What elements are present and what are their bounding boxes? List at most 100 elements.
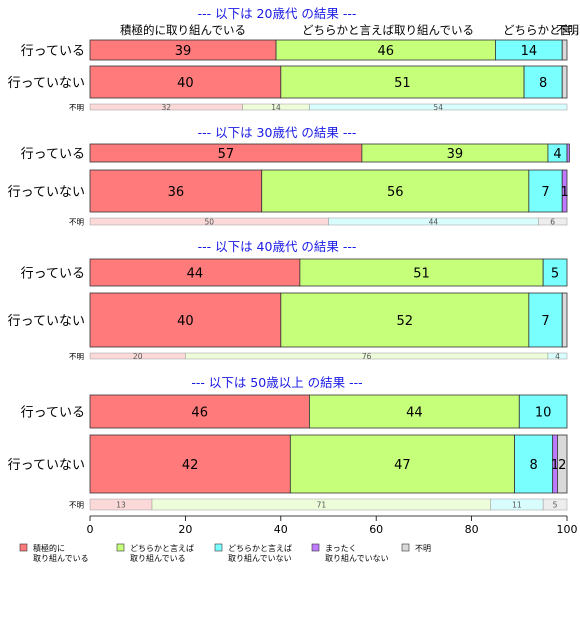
bar-segment — [561, 292, 568, 348]
data-label: 13 — [116, 500, 126, 509]
bar-segment — [309, 103, 568, 111]
data-label: 51 — [413, 267, 430, 282]
data-label: 44 — [187, 267, 204, 282]
data-label: 42 — [182, 458, 199, 473]
bar-segment — [538, 217, 568, 226]
data-label: 46 — [377, 44, 394, 59]
bar-segment — [561, 39, 568, 61]
data-label: 14 — [271, 103, 281, 112]
row-label: 行っていない — [8, 185, 85, 200]
panel-title: --- 以下は 30歳代 の結果 --- — [198, 125, 357, 140]
row-label: 行っていない — [8, 458, 85, 473]
legend-label: どちらかと言えば — [228, 543, 292, 553]
header-label: 不明... — [556, 23, 580, 37]
x-tick-label: 100 — [557, 523, 578, 536]
bar-segment — [89, 292, 282, 348]
row-label: 行っている — [21, 267, 85, 282]
data-label: 6 — [550, 217, 555, 226]
x-tick-label: 0 — [87, 523, 94, 536]
bar-segment — [89, 434, 291, 494]
panel-title: --- 以下は 20歳代 の結果 --- — [198, 6, 357, 21]
data-label: 1 — [551, 458, 559, 473]
data-label: 5 — [551, 267, 559, 282]
bar-segment — [514, 434, 554, 494]
data-label: 8 — [539, 76, 547, 91]
data-label: 20 — [133, 352, 143, 361]
bar-segment — [542, 258, 568, 287]
row-label: 行っている — [21, 147, 85, 162]
row-label: 不明 — [69, 218, 84, 227]
legend-label: 積極的に — [33, 543, 65, 553]
data-label: 44 — [406, 406, 423, 421]
bar-segment — [89, 65, 282, 99]
header-label: 積極的に取り組んでいる — [120, 23, 246, 37]
data-label: 57 — [218, 147, 235, 162]
data-label: 47 — [394, 458, 411, 473]
data-label: 50 — [204, 217, 214, 226]
panel-title: --- 以下は 50歳以上 の結果 --- — [191, 375, 362, 390]
row-label: 行っていない — [8, 314, 85, 329]
row-label: 行っていない — [8, 76, 85, 91]
legend-swatch — [214, 543, 223, 552]
legend-label: 取り組んでいる — [33, 553, 89, 563]
row-label: 行っている — [21, 406, 85, 421]
bar-segment — [89, 394, 310, 429]
bar-segment — [561, 169, 568, 213]
bar-segment — [518, 394, 568, 429]
data-label: 54 — [433, 103, 443, 112]
data-label: 4 — [555, 352, 560, 361]
data-label: 1 — [560, 185, 568, 200]
row-label: 不明 — [69, 501, 84, 510]
data-label: 71 — [317, 500, 327, 509]
legend-label: 取り組んでいない — [228, 553, 292, 563]
data-label: 39 — [175, 44, 192, 59]
data-label: 44 — [429, 217, 439, 226]
header-label: どちらかと言えば取り組んでいる — [302, 23, 474, 37]
bar-segment — [89, 258, 301, 287]
x-tick-label: 80 — [465, 523, 479, 536]
bar-segment — [547, 352, 568, 360]
bar-segment — [557, 434, 568, 494]
bar-segment — [89, 169, 263, 213]
data-label: 51 — [394, 76, 411, 91]
header-label: どちらかと言... — [503, 23, 580, 37]
bar-segment — [566, 143, 570, 163]
data-label: 10 — [535, 406, 552, 421]
row-label: 不明 — [69, 352, 84, 361]
legend-label: 不明 — [415, 544, 431, 553]
bar-segment — [528, 292, 563, 348]
data-label: 39 — [447, 147, 464, 162]
data-label: 32 — [162, 103, 172, 112]
data-label: 2 — [558, 458, 566, 473]
x-tick-label: 40 — [274, 523, 288, 536]
row-label: 行っている — [21, 44, 85, 59]
legend-swatch — [116, 543, 125, 552]
panel-title: --- 以下は 40歳代 の結果 --- — [198, 239, 357, 254]
legend-swatch — [19, 543, 28, 552]
bar-segment — [528, 169, 563, 213]
data-label: 5 — [553, 500, 558, 509]
legend-label: 取り組んでいない — [325, 553, 389, 563]
data-label: 7 — [541, 314, 549, 329]
legend-label: 取り組んでいる — [130, 553, 186, 563]
bar-segment — [542, 498, 568, 511]
data-label: 36 — [168, 185, 185, 200]
data-label: 14 — [521, 44, 538, 59]
x-tick-label: 20 — [178, 523, 192, 536]
bar-segment — [280, 65, 525, 99]
legend-label: まったく — [325, 544, 357, 553]
data-label: 56 — [387, 185, 404, 200]
bar-segment — [289, 434, 515, 494]
data-label: 76 — [362, 352, 372, 361]
legend-swatch — [311, 543, 320, 552]
data-label: 8 — [529, 458, 537, 473]
data-label: 40 — [177, 314, 194, 329]
legend-swatch — [401, 543, 410, 552]
data-label: 46 — [191, 406, 208, 421]
data-label: 52 — [397, 314, 414, 329]
row-label: 不明 — [69, 103, 84, 112]
x-tick-label: 60 — [369, 523, 383, 536]
bar-segment — [561, 65, 568, 99]
